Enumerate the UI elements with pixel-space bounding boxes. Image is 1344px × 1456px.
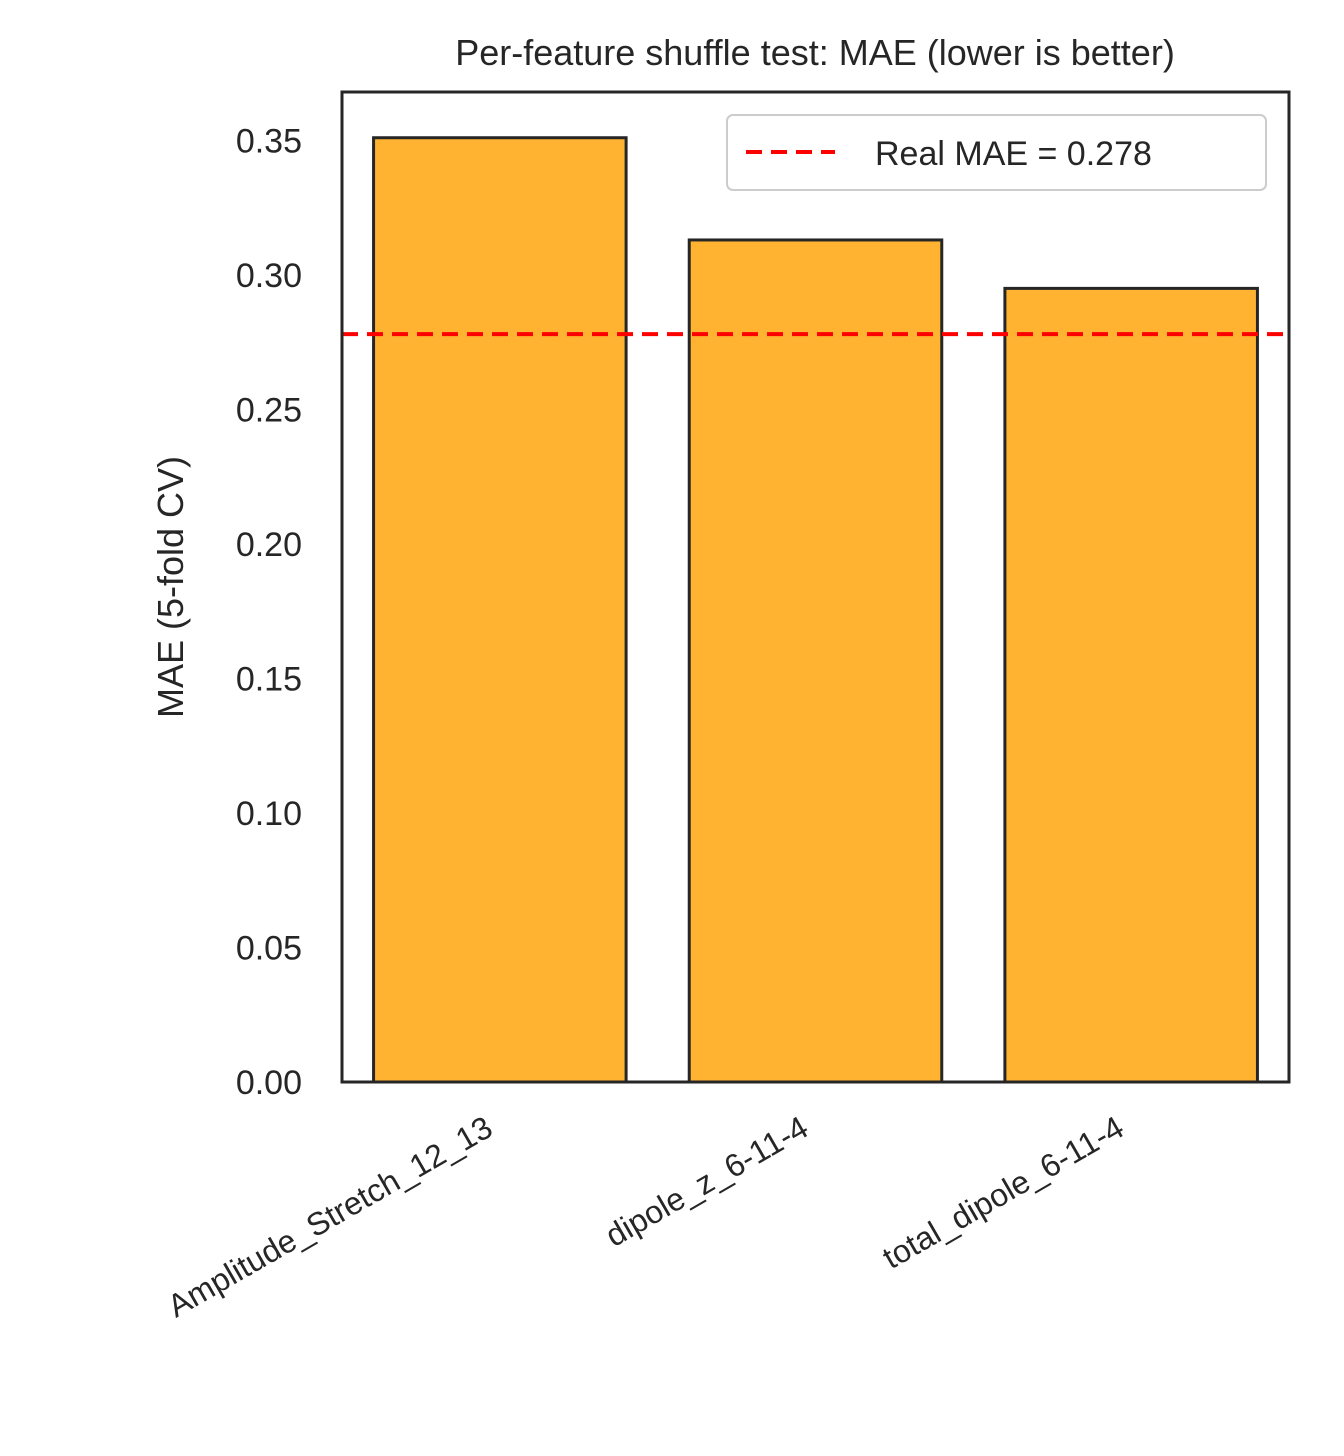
y-tick-label: 0.20 <box>236 526 302 564</box>
y-tick-label: 0.30 <box>236 257 302 295</box>
y-axis-label: MAE (5-fold CV) <box>150 456 191 718</box>
bar <box>1003 286 1259 1084</box>
y-tick-label: 0.35 <box>236 122 302 160</box>
y-ticks: 0.00 0.05 0.10 0.15 0.20 0.25 0.30 0.35 <box>236 122 302 1102</box>
bars-layer <box>372 136 1259 1084</box>
y-tick-label: 0.25 <box>236 391 302 429</box>
x-tick-label: total_dipole_6-11-4 <box>876 1109 1129 1276</box>
y-tick-label: 0.05 <box>236 929 302 967</box>
y-tick-label: 0.15 <box>236 660 302 698</box>
legend-box <box>726 114 1267 191</box>
bar <box>687 238 944 1084</box>
chart-title: Per-feature shuffle test: MAE (lower is … <box>455 32 1175 73</box>
plot-frame <box>340 90 1291 1084</box>
x-tick-label: Amplitude_Stretch_12_13 <box>161 1109 498 1324</box>
y-tick-label: 0.10 <box>236 795 302 833</box>
x-ticks: Amplitude_Stretch_12_13 dipole_z_6-11-4 to… <box>161 1109 1129 1324</box>
x-tick-label: dipole_z_6-11-4 <box>599 1109 814 1254</box>
legend-label: Real MAE = 0.278 <box>875 135 1152 173</box>
bar <box>372 136 628 1084</box>
y-tick-label: 0.00 <box>236 1064 302 1102</box>
legend: Real MAE = 0.278 <box>726 114 1267 191</box>
